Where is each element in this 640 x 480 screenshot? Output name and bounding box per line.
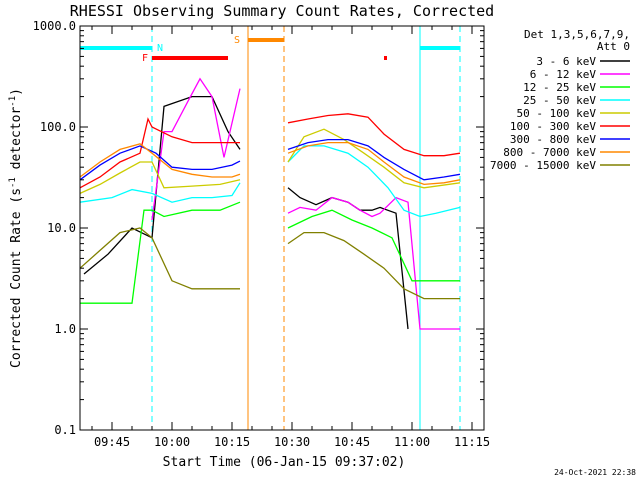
axes: 0.1 1.0 10.0 100.0 1000.0 09:45 10:00 10:15 10:3… — [33, 19, 490, 449]
series-line-3 — [79, 145, 461, 218]
legend-label: 6 - 12 keV — [530, 68, 597, 81]
series-line-6 — [79, 138, 461, 181]
x-axis-label: Start Time (06-Jan-15 09:37:02) — [163, 455, 406, 470]
x-tick-label: 10:15 — [214, 435, 250, 449]
legend-label: 3 - 6 keV — [536, 55, 596, 68]
legend-label: 7000 - 15000 keV — [490, 159, 596, 172]
y-axis-label: Corrected Count Rate (s-1 detector-1) — [8, 88, 24, 368]
x-tick-label: 11:15 — [454, 435, 490, 449]
legend-label: 100 - 300 keV — [510, 120, 596, 133]
legend-label: 300 - 800 keV — [510, 133, 596, 146]
series-line-5 — [79, 113, 461, 189]
legend-header-line-2: Att 0 — [597, 40, 630, 53]
marker-label-N: N — [157, 43, 163, 54]
series-line-2 — [80, 201, 460, 304]
x-tick-label: 09:45 — [94, 435, 130, 449]
y-tick-label: 10.0 — [47, 221, 76, 235]
series-line-8 — [79, 227, 460, 300]
y-tick-label: 1.0 — [54, 322, 76, 336]
x-tick-label: 10:45 — [334, 435, 370, 449]
y-tick-label: 1000.0 — [33, 19, 76, 33]
y-tick-label: 0.1 — [54, 423, 76, 437]
chart-title: RHESSI Observing Summary Count Rates, Co… — [70, 2, 494, 20]
series-line-4 — [79, 128, 461, 194]
x-tick-label: 11:00 — [394, 435, 430, 449]
footer-timestamp: 24-Oct-2021 22:38 — [554, 468, 636, 477]
x-tick-label: 10:00 — [154, 435, 190, 449]
x-tick-label: 10:30 — [274, 435, 310, 449]
y-tick-label: 100.0 — [40, 120, 76, 134]
marker-label-S: S — [234, 35, 240, 46]
series-line-7 — [79, 141, 461, 186]
legend-header-line-1: Det 1,3,5,6,7,9, — [524, 28, 630, 41]
legend-label: 50 - 100 keV — [517, 107, 597, 120]
plot-area: NF S — [79, 26, 461, 430]
y-axis-label-text: Corrected Count Rate (s-1 detector-1) — [8, 88, 24, 368]
legend-label: 800 - 7000 keV — [503, 146, 596, 159]
legend-label: 25 - 50 keV — [523, 94, 596, 107]
series-line-1 — [151, 77, 460, 330]
legend-label: 12 - 25 keV — [523, 81, 596, 94]
marker-label-F: F — [142, 53, 148, 64]
